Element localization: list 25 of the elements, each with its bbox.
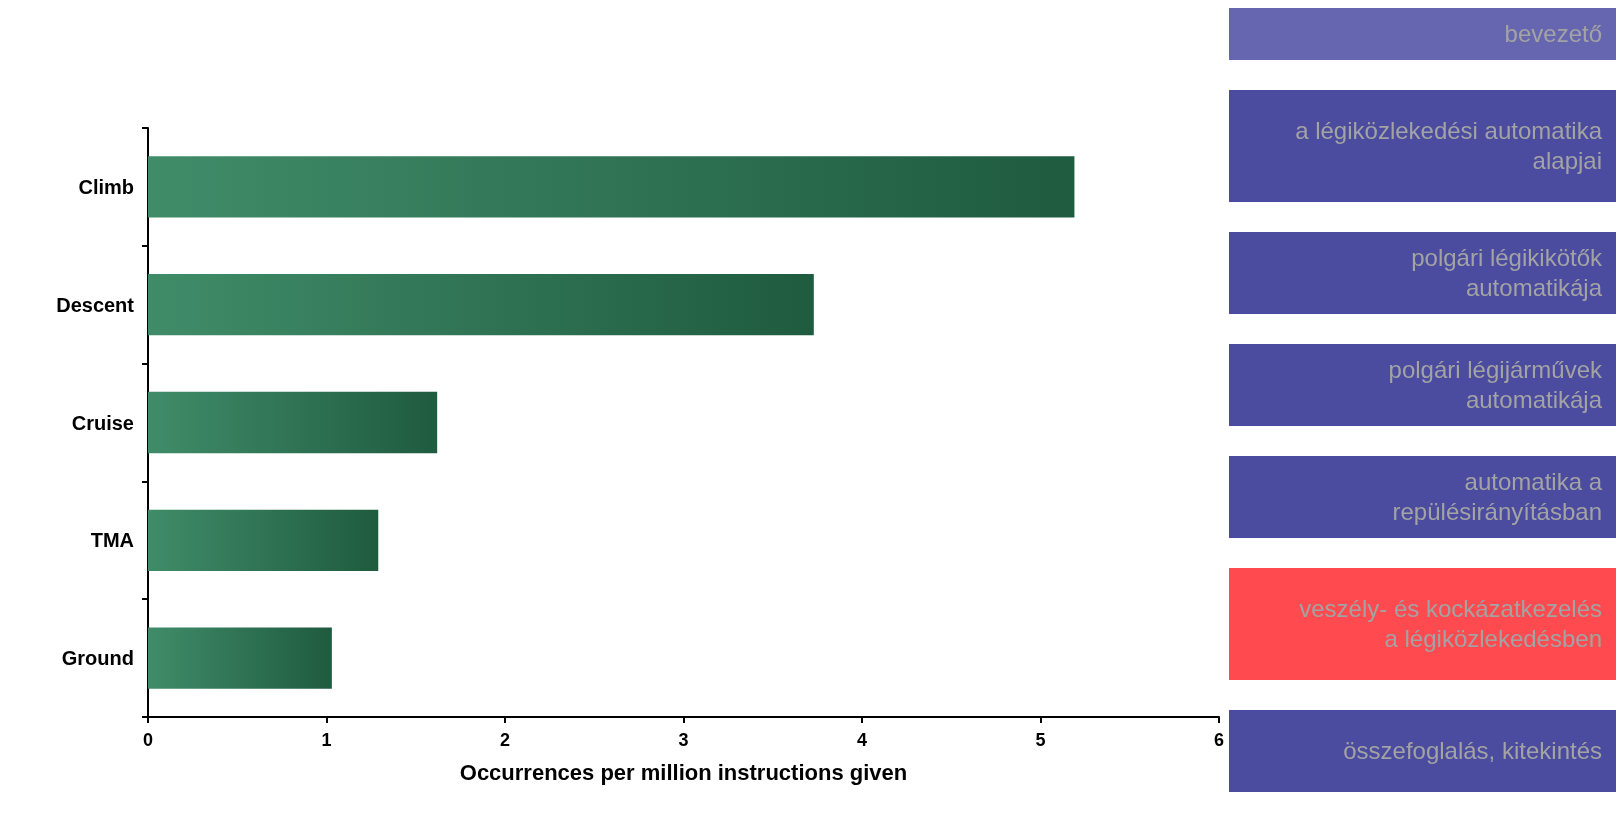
category-label: bevezető <box>1504 19 1602 49</box>
bar <box>148 156 1075 218</box>
category-label: polgári légijárművek automatikája <box>1387 355 1602 415</box>
bar <box>148 627 332 689</box>
x-tick-label: 3 <box>678 730 689 750</box>
bar <box>148 509 379 571</box>
category-label: polgári légikikötők automatikája <box>1410 243 1602 303</box>
bar <box>148 391 438 454</box>
x-tick-label: 6 <box>1213 730 1225 750</box>
category-label: veszély- és kockázatkezelés a légiközlekedésben <box>1298 594 1602 654</box>
category-label: automatika a repülésirányításban <box>1391 467 1602 527</box>
x-axis-title: Occurrences per million instructions given <box>459 759 908 785</box>
x-tick-label: 2 <box>499 730 511 750</box>
x-tick-label: 0 <box>142 730 154 750</box>
y-tick-label: Descent <box>56 293 135 316</box>
y-tick-label: Climb <box>78 175 134 198</box>
y-tick-label: TMA <box>90 529 134 552</box>
bar <box>148 274 814 336</box>
y-tick-label: Cruise <box>71 411 134 434</box>
x-tick-label: 1 <box>321 730 332 750</box>
x-tick-label: 4 <box>856 730 868 750</box>
y-tick-label: Ground <box>61 647 134 670</box>
category-label: összefoglalás, kitekintés <box>1343 736 1602 766</box>
category-label: a légiközlekedési automatika alapjai <box>1294 116 1602 176</box>
x-tick-label: 5 <box>1035 730 1046 750</box>
